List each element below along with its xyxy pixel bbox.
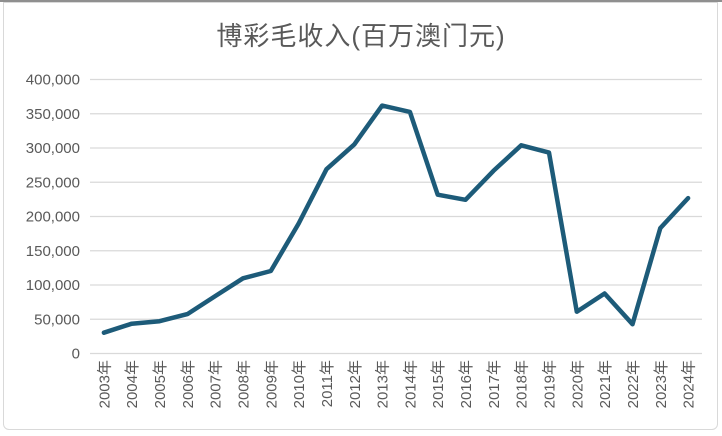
x-axis-tick-label: 2008年 bbox=[236, 360, 253, 408]
y-axis-tick-label: 350,000 bbox=[26, 106, 80, 123]
y-axis-tick-label: 400,000 bbox=[26, 72, 80, 89]
x-axis-tick-label: 2014年 bbox=[402, 360, 419, 408]
x-axis-tick-label: 2024年 bbox=[681, 360, 698, 408]
x-axis-tick-label: 2007年 bbox=[208, 360, 225, 408]
x-axis-tick-label: 2023年 bbox=[653, 360, 670, 408]
x-axis-tick-label: 2010年 bbox=[291, 360, 308, 408]
x-axis-tick-label: 2004年 bbox=[124, 360, 141, 408]
x-axis-tick-label: 2017年 bbox=[486, 360, 503, 408]
x-axis-tick-label: 2003年 bbox=[96, 360, 113, 408]
x-axis-tick-label: 2009年 bbox=[263, 360, 280, 408]
y-axis-tick-label: 200,000 bbox=[26, 209, 80, 226]
x-axis-tick-label: 2019年 bbox=[542, 360, 559, 408]
y-axis-tick-label: 250,000 bbox=[26, 174, 80, 191]
x-axis-tick-label: 2022年 bbox=[625, 360, 642, 408]
x-axis-tick-label: 2012年 bbox=[347, 360, 364, 408]
y-axis-tick-label: 50,000 bbox=[34, 311, 80, 328]
x-axis-tick-label: 2021年 bbox=[597, 360, 614, 408]
y-axis-tick-label: 300,000 bbox=[26, 140, 80, 157]
y-axis-tick-label: 0 bbox=[72, 346, 80, 363]
x-axis-tick-label: 2020年 bbox=[569, 360, 586, 408]
window-top-edge bbox=[0, 0, 722, 2]
x-axis-tick-label: 2016年 bbox=[458, 360, 475, 408]
x-axis-tick-label: 2005年 bbox=[152, 360, 169, 408]
x-axis-tick-label: 2013年 bbox=[375, 360, 392, 408]
x-axis-tick-label: 2018年 bbox=[514, 360, 531, 408]
x-axis-tick-label: 2011年 bbox=[319, 360, 336, 407]
y-axis-tick-label: 100,000 bbox=[26, 277, 80, 294]
chart-title: 博彩毛收入(百万澳门元) bbox=[216, 21, 506, 51]
x-axis-tick-label: 2006年 bbox=[180, 360, 197, 408]
revenue-line-series bbox=[101, 103, 691, 335]
y-axis-tick-label: 150,000 bbox=[26, 243, 80, 260]
x-axis-tick-label: 2015年 bbox=[430, 360, 447, 408]
